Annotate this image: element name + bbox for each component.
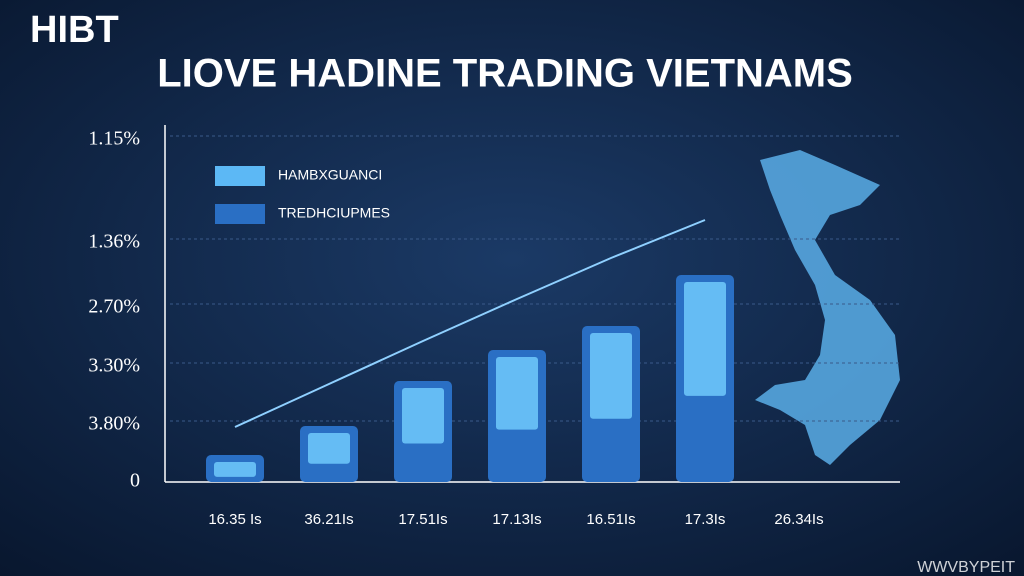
legend-label: TREDHCIUPMES xyxy=(278,205,390,221)
trend-line xyxy=(234,219,706,428)
bar-highlight xyxy=(496,357,538,430)
x-tick-label: 17.51Is xyxy=(398,511,447,528)
legend-label: HAMBXGUANCI xyxy=(278,167,382,183)
chart-title: LIOVE HADINE TRADING VIETNAMS xyxy=(157,52,853,96)
x-tick-label: 26.34Is xyxy=(774,511,823,528)
x-tick-label: 36.21Is xyxy=(304,511,353,528)
watermark: WWVBYPEIT xyxy=(917,559,1015,576)
x-tick-label: 16.35 Is xyxy=(208,511,261,528)
logo: HIBT xyxy=(30,9,119,51)
vietnam-map xyxy=(755,150,900,465)
y-axis-label: 3.30% xyxy=(88,355,140,377)
y-axis-label: 2.70% xyxy=(88,296,140,318)
bar-highlight xyxy=(214,462,256,477)
x-tick-label: 17.3Is xyxy=(685,511,726,528)
x-tick-label: 17.13Is xyxy=(492,511,541,528)
legend-swatch xyxy=(215,166,265,186)
x-tick-label: 16.51Is xyxy=(586,511,635,528)
y-axis-label: 1.36% xyxy=(88,231,140,253)
y-axis-label: 0 xyxy=(130,470,140,492)
bar-highlight xyxy=(684,282,726,396)
bar-highlight xyxy=(402,388,444,444)
y-axis-label: 1.15% xyxy=(88,128,140,150)
bar-highlight xyxy=(590,333,632,419)
y-axis-label: 3.80% xyxy=(88,413,140,435)
legend-swatch xyxy=(215,204,265,224)
bar-highlight xyxy=(308,433,350,464)
